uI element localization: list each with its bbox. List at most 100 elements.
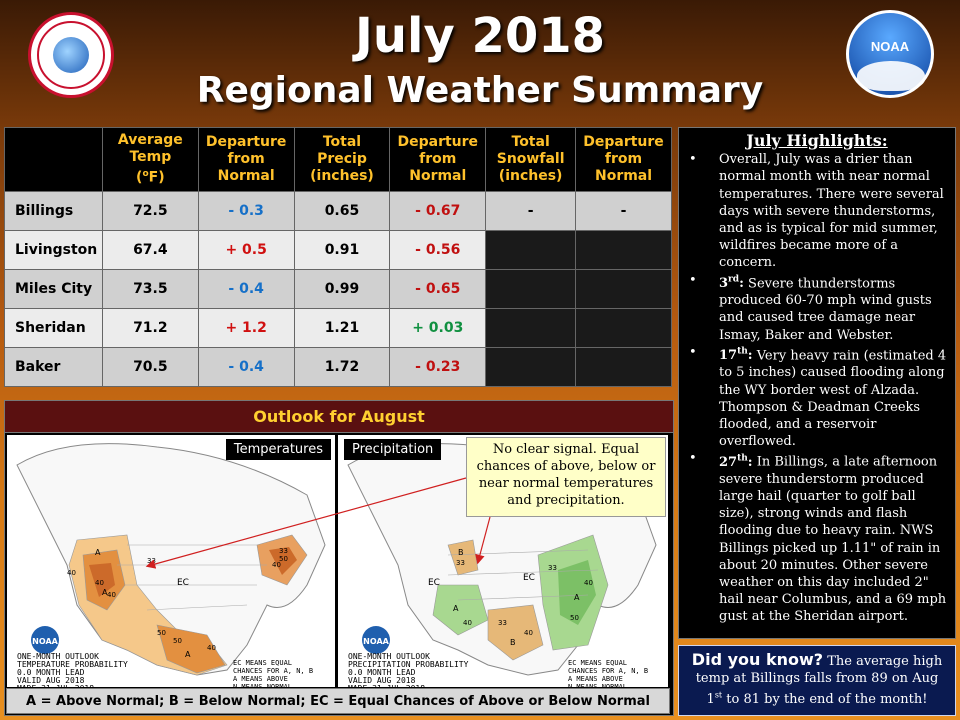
svg-text:EC: EC: [177, 578, 189, 588]
header-total-snowfall: Total Snowfall (inches): [485, 127, 577, 192]
avg-temp: 73.5: [101, 269, 199, 309]
station-name: Billings: [4, 191, 103, 231]
svg-text:A: A: [185, 650, 191, 659]
highlight-text: Very heavy rain (estimated 4 to 5 inches…: [719, 348, 947, 450]
svg-text:40: 40: [463, 619, 472, 627]
total-precip: 0.99: [293, 269, 391, 309]
total-snowfall: [485, 308, 577, 348]
avg-temp: 70.5: [101, 347, 199, 387]
avg-temp: 71.2: [101, 308, 199, 348]
svg-text:50: 50: [570, 614, 579, 622]
header-temp-departure: Departure from Normal: [197, 127, 295, 192]
station-name: Baker: [4, 347, 103, 387]
svg-text:B: B: [510, 638, 516, 647]
highlight-item: Overall, July was a drier than normal mo…: [685, 151, 949, 271]
total-snowfall: [485, 269, 577, 309]
outlook-callout: No clear signal. Equal chances of above,…: [466, 437, 666, 517]
svg-text:40: 40: [207, 644, 216, 652]
precipitation-map-tag: Precipitation: [344, 439, 442, 460]
precipitation-map-legend: EC MEANS EQUAL CHANCES FOR A, N, B A MEA…: [568, 659, 649, 687]
did-you-know-label: Did you know?: [691, 650, 824, 669]
temperature-outlook-map: NOAA A 33 40 40 50 A EC 33 40 50 A 40 40…: [7, 435, 335, 687]
snow-departure: -: [575, 191, 672, 231]
page-subtitle: Regional Weather Summary: [196, 70, 764, 111]
outlook-legend-bar: A = Above Normal; B = Below Normal; EC =…: [6, 688, 670, 714]
precipitation-map-caption: ONE-MONTH OUTLOOK PRECIPITATION PROBABIL…: [348, 652, 469, 688]
highlight-date: 27th:: [719, 453, 753, 470]
svg-text:40: 40: [107, 591, 116, 599]
temperature-map-tag: Temperatures: [225, 439, 331, 460]
header-station: [4, 127, 103, 192]
climate-summary-table: Average Temp (oF) Departure from Normal Tota…: [4, 127, 672, 387]
precip-departure: + 0.03: [389, 308, 487, 348]
svg-text:33: 33: [456, 559, 465, 567]
svg-text:NOAA: NOAA: [363, 637, 389, 646]
total-precip: 0.91: [293, 230, 391, 270]
avg-temp: 67.4: [101, 230, 199, 270]
total-precip: 1.21: [293, 308, 391, 348]
svg-text:EC: EC: [428, 578, 440, 588]
july-highlights-panel: July Highlights: Overall, July was a dri…: [678, 127, 956, 639]
header-precip-departure: Departure from Normal: [389, 127, 487, 192]
table-row: Miles City 73.5 - 0.4 0.99 - 0.65: [4, 269, 672, 309]
highlight-item: 17th: Very heavy rain (estimated 4 to 5 …: [685, 344, 949, 451]
temperature-map-legend: EC MEANS EQUAL CHANCES FOR A, N, B A MEA…: [233, 659, 314, 687]
svg-text:33: 33: [548, 564, 557, 572]
header-avg-temp: Average Temp (oF): [101, 127, 199, 192]
total-precip: 0.65: [293, 191, 391, 231]
table-row: Livingston 67.4 + 0.5 0.91 - 0.56: [4, 230, 672, 270]
svg-text:40: 40: [67, 569, 76, 577]
did-you-know-box: Did you know? The average high temp at B…: [678, 645, 956, 716]
page-title: July 2018: [354, 8, 606, 64]
precip-departure: - 0.56: [389, 230, 487, 270]
total-precip: 1.72: [293, 347, 391, 387]
temperature-map-caption: ONE-MONTH OUTLOOK TEMPERATURE PROBABILIT…: [17, 652, 128, 688]
svg-text:40: 40: [584, 579, 593, 587]
nws-logo: [28, 12, 114, 98]
snow-departure: [575, 269, 672, 309]
svg-text:50: 50: [157, 629, 166, 637]
nws-logo-ring: [37, 21, 105, 89]
total-snowfall: -: [485, 191, 577, 231]
station-name: Miles City: [4, 269, 103, 309]
temp-departure: - 0.4: [197, 347, 295, 387]
station-name: Sheridan: [4, 308, 103, 348]
noaa-logo-bird: [857, 61, 925, 91]
highlight-item: 3rd: Severe thunderstorms produced 60-70…: [685, 272, 949, 344]
total-snowfall: [485, 230, 577, 270]
svg-text:A: A: [95, 548, 101, 557]
snow-departure: [575, 347, 672, 387]
header-snow-departure: Departure from Normal: [575, 127, 672, 192]
nws-logo-emblem: [53, 37, 89, 73]
svg-text:B: B: [458, 548, 464, 557]
highlight-text: Overall, July was a drier than normal mo…: [719, 152, 944, 271]
temperature-map-graphic: NOAA A 33 40 40 50 A EC 33 40 50 A 40 40…: [16, 443, 326, 676]
table-header-row: Average Temp (oF) Departure from Normal Tota…: [4, 127, 672, 192]
table-row: Sheridan 71.2 + 1.2 1.21 + 0.03: [4, 308, 672, 348]
table-row: Billings 72.5 - 0.3 0.65 - 0.67 - -: [4, 191, 672, 231]
svg-text:33: 33: [147, 557, 156, 565]
precip-departure: - 0.67: [389, 191, 487, 231]
svg-text:33: 33: [279, 547, 288, 555]
outlook-header: Outlook for August: [5, 401, 673, 433]
svg-text:50: 50: [173, 637, 182, 645]
noaa-logo: NOAA: [846, 10, 934, 98]
temp-departure: - 0.4: [197, 269, 295, 309]
temp-departure: + 1.2: [197, 308, 295, 348]
precip-departure: - 0.65: [389, 269, 487, 309]
avg-temp: 72.5: [101, 191, 199, 231]
svg-text:A: A: [453, 604, 459, 613]
header-total-precip: Total Precip (inches): [293, 127, 391, 192]
highlight-date: 3rd:: [719, 274, 744, 291]
temp-departure: - 0.3: [197, 191, 295, 231]
svg-text:A: A: [102, 588, 108, 597]
highlight-date: 17th:: [719, 346, 753, 364]
highlight-text: In Billings, a late afternoon severe thu…: [719, 454, 947, 625]
svg-text:50: 50: [279, 555, 288, 563]
table-row: Baker 70.5 - 0.4 1.72 - 0.23: [4, 347, 672, 387]
highlight-item: 27th: In Billings, a late afternoon seve…: [685, 450, 949, 625]
highlight-text: Severe thunderstorms produced 60-70 mph …: [719, 275, 932, 343]
svg-text:40: 40: [95, 579, 104, 587]
svg-text:40: 40: [524, 629, 533, 637]
snow-departure: [575, 230, 672, 270]
